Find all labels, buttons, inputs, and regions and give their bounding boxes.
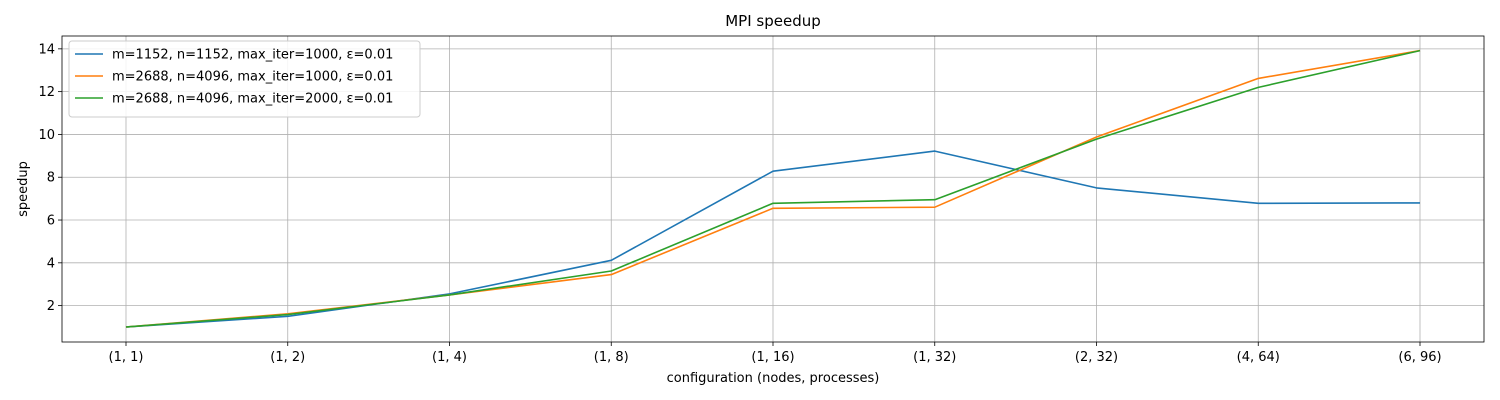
legend-label-1: m=1152, n=1152, max_iter=1000, ε=0.01 [112,48,393,63]
x-axis-title: configuration (nodes, processes) [667,371,880,386]
x-axis-ticks: (1, 1) (1, 2) (1, 4) (1, 8) (1, 16) (1, 32) (2… [109,342,1442,365]
grid [62,36,1484,342]
legend-label-3: m=2688, n=4096, max_iter=2000, ε=0.01 [112,92,393,107]
y-tick-label: 8 [47,171,55,186]
x-tick-label: (4, 64) [1237,350,1280,365]
x-tick-label: (1, 1) [109,350,144,365]
y-tick-label: 6 [47,214,55,229]
y-tick-label: 12 [38,85,55,100]
series-lines [125,49,1421,328]
y-tick-label: 2 [47,299,55,314]
x-tick-label: (1, 16) [751,350,794,365]
y-axis-ticks: 2 4 6 8 10 12 14 [38,42,62,314]
legend-label-2: m=2688, n=4096, max_iter=1000, ε=0.01 [112,70,393,85]
y-tick-label: 14 [38,42,55,57]
legend-box [68,40,421,118]
y-tick-label: 10 [38,128,55,143]
series-line-3 [125,49,1421,328]
x-tick-label: (1, 8) [594,350,629,365]
legend: m=1152, n=1152, max_iter=1000, ε=0.01 m=2… [68,40,421,118]
x-tick-label: (6, 96) [1398,350,1441,365]
x-tick-label: (1, 32) [913,350,956,365]
y-axis-title: speedup [16,161,31,217]
chart-title: MPI speedup [725,12,821,30]
x-tick-label: (2, 32) [1075,350,1118,365]
x-tick-label: (1, 4) [432,350,467,365]
x-tick-label: (1, 2) [270,350,305,365]
y-tick-label: 4 [47,256,55,271]
